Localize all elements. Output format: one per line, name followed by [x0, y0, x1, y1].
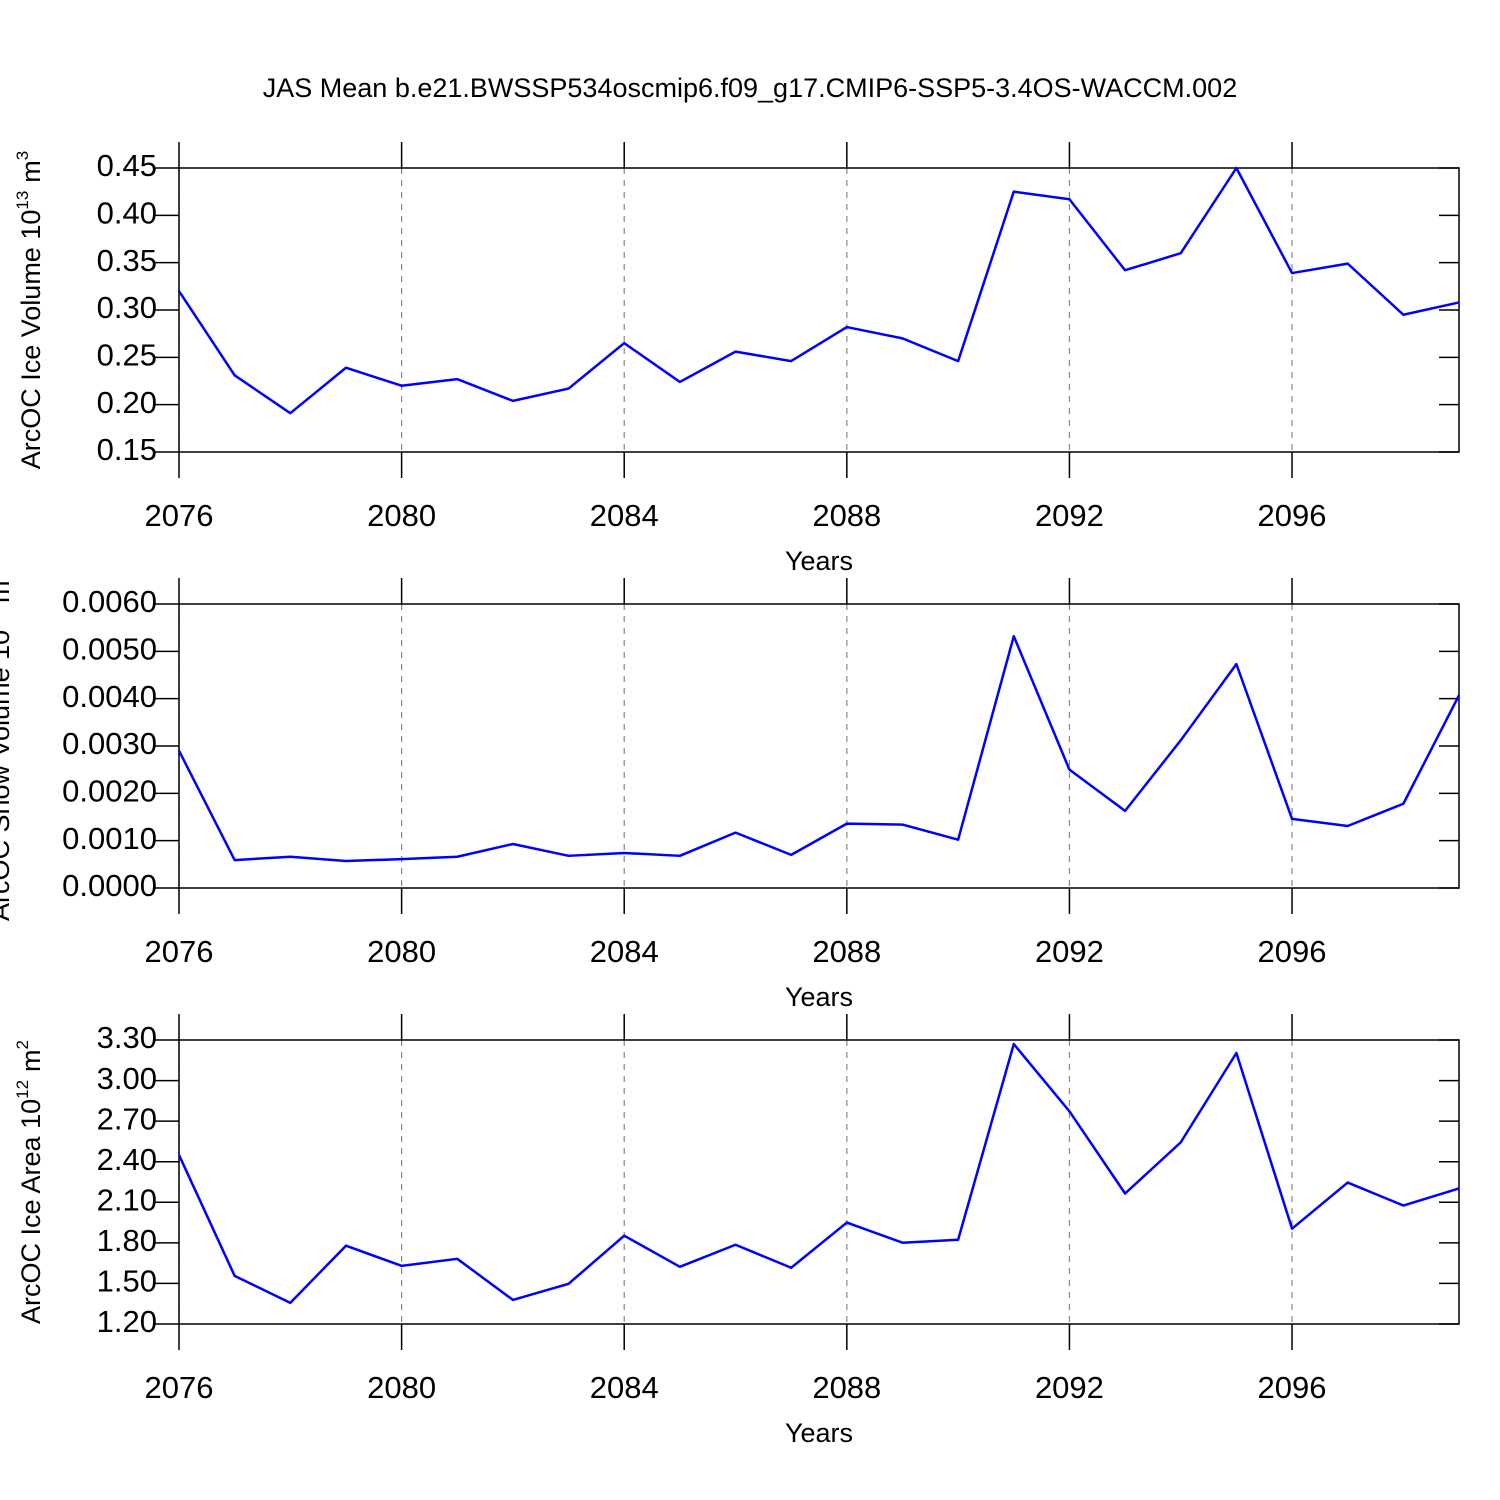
x-tick-label: 2096 [1258, 498, 1327, 533]
y-tick-label: 2.10 [97, 1182, 157, 1217]
x-tick-label: 2076 [145, 934, 214, 969]
y-tick-label: 0.0020 [62, 774, 157, 809]
x-axis-label: Years [785, 1418, 853, 1448]
chart-title: JAS Mean b.e21.BWSSP534oscmip6.f09_g17.C… [263, 73, 1237, 103]
y-axis-label-unit: m [0, 580, 15, 603]
y-tick-label: 2.40 [97, 1142, 157, 1177]
x-tick-label: 2084 [590, 498, 659, 533]
x-tick-label: 2092 [1035, 934, 1104, 969]
y-axis-label-unit: m [16, 160, 46, 183]
y-axis-label-unit-exponent: 3 [13, 151, 32, 160]
y-tick-label: 0.45 [97, 148, 157, 183]
y-tick-label: 3.30 [97, 1020, 157, 1055]
y-tick-label: 0.40 [97, 196, 157, 231]
x-axis-label: Years [785, 546, 853, 576]
x-axis-label: Years [785, 982, 853, 1012]
data-line [177, 166, 1460, 415]
data-line [177, 634, 1461, 863]
y-axis-label-text: ArcOC Ice Volume 10 [16, 210, 46, 470]
y-axis-label-exponent: 13 [13, 191, 32, 210]
y-tick-label: 1.50 [97, 1264, 157, 1299]
y-axis-label-unit: m [16, 1049, 46, 1072]
x-tick-label: 2076 [145, 498, 214, 533]
y-axis-label-exponent: 13 [0, 611, 1, 630]
y-tick-label: 0.0040 [62, 679, 157, 714]
y-tick-label: 3.00 [97, 1061, 157, 1096]
y-axis-label-text: ArcOC Ice Area 10 [16, 1099, 46, 1324]
x-tick-label: 2080 [367, 498, 436, 533]
y-tick-label: 0.0030 [62, 726, 157, 761]
x-tick-label: 2088 [812, 1370, 881, 1405]
y-axis-label: ArcOC Ice Area 1012 m2 [13, 1040, 46, 1324]
y-tick-label: 0.0000 [62, 868, 157, 903]
y-tick-label: 0.0050 [62, 632, 157, 667]
plot-frame [178, 167, 1460, 453]
x-tick-label: 2096 [1258, 1370, 1327, 1405]
y-axis-label-unit-exponent: 2 [13, 1040, 32, 1049]
y-tick-label: 0.35 [97, 243, 157, 278]
data-line [177, 1042, 1460, 1305]
y-axis-label: ArcOC Snow Volume 1013 m3 [0, 571, 15, 921]
y-axis-label-exponent: 12 [13, 1080, 32, 1099]
x-tick-label: 2088 [812, 498, 881, 533]
x-tick-label: 2080 [367, 1370, 436, 1405]
x-tick-label: 2080 [367, 934, 436, 969]
plot-frame [178, 603, 1460, 889]
y-tick-label: 0.0060 [62, 584, 157, 619]
y-axis-label-text: ArcOC Snow Volume 10 [0, 630, 15, 921]
y-tick-label: 0.25 [97, 338, 157, 373]
x-tick-label: 2084 [590, 934, 659, 969]
y-tick-label: 1.20 [97, 1304, 157, 1339]
y-tick-label: 1.80 [97, 1223, 157, 1258]
x-tick-label: 2096 [1258, 934, 1327, 969]
y-tick-label: 0.20 [97, 385, 157, 420]
y-tick-label: 0.0010 [62, 821, 157, 856]
x-tick-label: 2092 [1035, 498, 1104, 533]
y-tick-label: 2.70 [97, 1101, 157, 1136]
y-axis-label: ArcOC Ice Volume 1013 m3 [13, 151, 46, 470]
plot-frame [178, 1039, 1460, 1325]
x-tick-label: 2084 [590, 1370, 659, 1405]
y-axis-label-unit-exponent: 3 [0, 571, 1, 580]
x-tick-label: 2076 [145, 1370, 214, 1405]
y-tick-label: 0.15 [97, 432, 157, 467]
y-tick-label: 0.30 [97, 290, 157, 325]
x-tick-label: 2088 [812, 934, 881, 969]
x-tick-label: 2092 [1035, 1370, 1104, 1405]
